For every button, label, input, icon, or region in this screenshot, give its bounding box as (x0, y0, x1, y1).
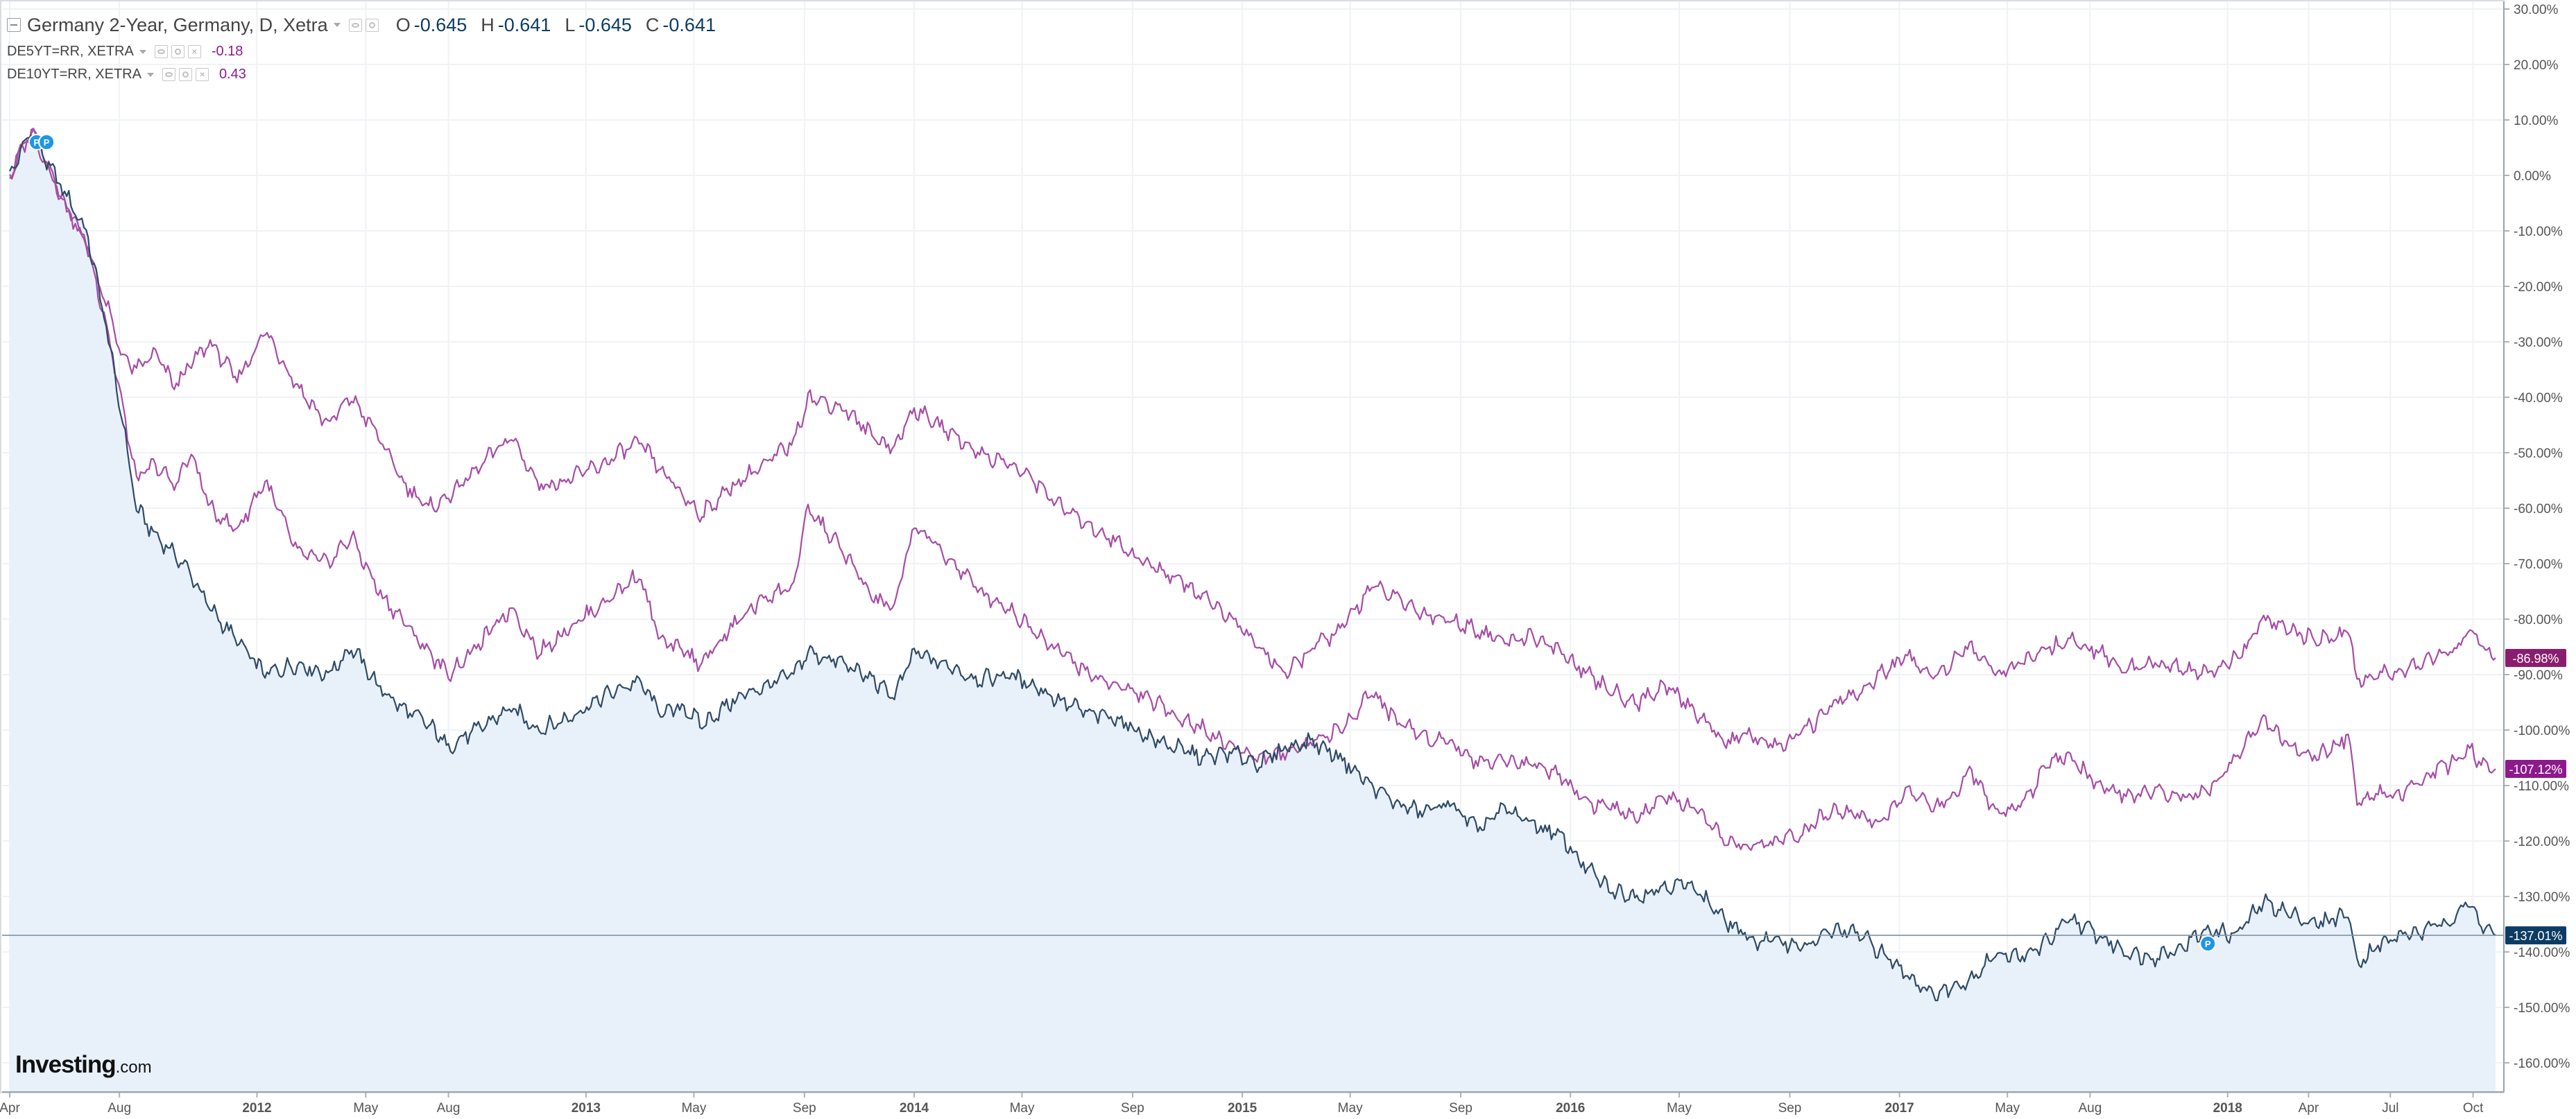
x-tick-label: Aug (108, 1101, 131, 1116)
x-tick-label: 2015 (1228, 1101, 1257, 1116)
logo-suffix: .com (115, 1058, 152, 1077)
y-tick-label: -80.00% (2514, 613, 2563, 627)
visibility-icon[interactable] (154, 45, 168, 58)
ohlc-high-label: H (481, 14, 495, 35)
main-series-area (10, 135, 2496, 1092)
area-layer (10, 135, 2496, 1092)
settings-gear-icon[interactable] (178, 68, 192, 81)
legend-main-series[interactable]: Germany 2-Year, Germany, D, Xetra O -0.64… (7, 10, 716, 40)
chevron-down-icon[interactable] (146, 72, 154, 77)
y-tick-label: -40.00% (2514, 391, 2563, 406)
y-tick-label: -100.00% (2514, 724, 2570, 738)
y-tick-label: -20.00% (2514, 280, 2563, 295)
main-symbol-title[interactable]: Germany 2-Year, Germany, D, Xetra (27, 14, 328, 35)
event-marker-icon[interactable] (38, 134, 55, 150)
last-value-tag (2505, 926, 2566, 945)
ohlc-open-label: O (395, 14, 411, 35)
x-tick-label: Sep (1449, 1101, 1472, 1116)
x-tick-label: 2016 (1556, 1101, 1585, 1116)
ohlc-open-value: -0.645 (413, 14, 467, 35)
last-value-tags: -86.98% -107.12% -137.01% (2505, 649, 2566, 945)
event-markers[interactable]: P PP (28, 134, 2217, 952)
x-tick-label: May (1995, 1101, 2020, 1116)
ohlc-high-value: -0.641 (497, 14, 551, 35)
ohlc-close-value: -0.641 (662, 14, 716, 35)
y-tick-label: -160.00% (2514, 1057, 2570, 1071)
x-tick-label: May (1338, 1101, 1363, 1116)
ohlc-low-value: -0.645 (578, 14, 632, 35)
x-tick-label: Sep (1778, 1101, 1802, 1116)
visibility-icon[interactable] (348, 18, 362, 32)
x-tick-label: Jul (2382, 1101, 2398, 1116)
y-tick-label: 10.00% (2514, 114, 2559, 128)
ohlc-low-label: L (565, 14, 576, 35)
last-value-tag-label: -86.98% (2512, 652, 2559, 666)
event-marker-label: P (44, 137, 50, 148)
legend-compare-10y[interactable]: DE10YT=RR, XETRA × 0.43 (7, 63, 716, 86)
x-tick-label: 2012 (242, 1101, 271, 1116)
compare-10y-name[interactable]: DE10YT=RR, XETRA (7, 67, 141, 82)
series-line-10y (9, 128, 2496, 851)
compare-5y-value: -0.18 (211, 44, 243, 59)
x-tick-label: 2018 (2213, 1101, 2242, 1116)
y-tick-label: -120.00% (2514, 835, 2570, 849)
y-tick-label: -60.00% (2514, 502, 2563, 517)
logo-brand: Investing (15, 1051, 117, 1078)
x-tick-label: Sep (793, 1101, 816, 1116)
y-tick-label: -150.00% (2514, 1001, 2570, 1016)
x-tick-label: Aug (437, 1101, 461, 1116)
x-tick-label: May (1010, 1101, 1035, 1116)
last-value-tag-label: -137.01% (2509, 929, 2562, 943)
y-tick-label: -10.00% (2514, 225, 2563, 239)
x-tick-label: Sep (1121, 1101, 1144, 1116)
series-line-main (9, 135, 2496, 1002)
compare-10y-value: 0.43 (218, 67, 246, 82)
last-value-tag-label: -107.12% (2509, 763, 2562, 777)
event-marker-icon[interactable] (2199, 935, 2217, 952)
last-value-tag (2505, 649, 2566, 667)
x-tick-label: 2017 (1884, 1101, 1914, 1116)
last-value-tag (2505, 760, 2566, 778)
y-tick-label: -50.00% (2514, 446, 2563, 461)
event-marker-label: P (34, 137, 40, 148)
x-tick-label: May (681, 1101, 706, 1116)
event-marker-label: P (2205, 939, 2211, 949)
x-tick-label: 2013 (572, 1101, 601, 1116)
y-tick-label: -30.00% (2514, 336, 2563, 350)
y-tick-label: -90.00% (2514, 668, 2563, 683)
visibility-icon[interactable] (162, 68, 175, 81)
chart-legend: Germany 2-Year, Germany, D, Xetra O -0.64… (7, 10, 716, 86)
y-tick-label: 0.00% (2514, 169, 2551, 184)
x-tick-label: 2014 (900, 1101, 929, 1116)
y-tick-label: -110.00% (2514, 779, 2569, 794)
y-axis: 30.00% 20.00% 10.00% 0.00% -10.00% -20.00% -30… (2503, 1, 2570, 1092)
close-icon[interactable]: × (187, 45, 201, 58)
x-axis: Apr Aug 2012 May Aug 2013 May Sep 2014 May Sep 2015… (0, 1091, 2504, 1116)
ohlc-close-label: C (645, 14, 660, 35)
y-tick-label: -130.00% (2514, 890, 2570, 905)
settings-gear-icon[interactable] (365, 18, 379, 32)
settings-gear-icon[interactable] (171, 45, 184, 58)
x-tick-label: May (353, 1101, 378, 1116)
compare-5y-name[interactable]: DE5YT=RR, XETRA (7, 44, 134, 59)
lines-layer (9, 128, 2496, 1002)
x-tick-label: Apr (2299, 1101, 2319, 1116)
chevron-down-icon[interactable] (333, 23, 341, 27)
legend-compare-5y[interactable]: DE5YT=RR, XETRA × -0.18 (7, 40, 716, 63)
close-icon[interactable]: × (195, 68, 209, 81)
y-tick-label: -140.00% (2514, 946, 2570, 960)
x-tick-label: Oct (2463, 1101, 2484, 1116)
x-tick-label: Aug (2079, 1101, 2102, 1116)
y-tick-label: 20.00% (2514, 58, 2559, 73)
collapse-legend-icon[interactable] (7, 18, 21, 32)
investing-logo: Investing.com (15, 1051, 152, 1079)
series-line-5y (9, 128, 2496, 752)
chevron-down-icon[interactable] (139, 49, 146, 54)
y-tick-label: 30.00% (2514, 3, 2559, 17)
y-tick-label: -70.00% (2514, 557, 2563, 572)
x-tick-label: Apr (0, 1101, 20, 1116)
x-tick-label: May (1667, 1101, 1692, 1116)
